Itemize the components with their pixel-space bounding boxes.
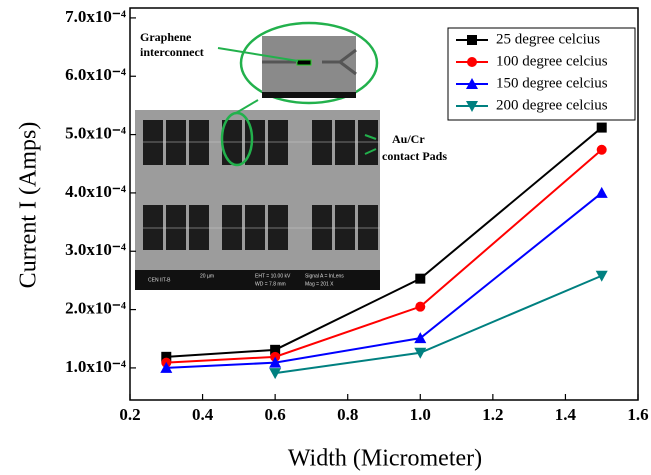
x-tick-label: 0.8 [337, 405, 358, 424]
sem-inset: CEN IIT-B 20 µm EHT = 10.00 kV WD = 7.8 … [135, 23, 380, 290]
zoom-image [262, 36, 356, 98]
annotation: interconnect [140, 45, 204, 59]
pad [312, 205, 332, 250]
sem-label: Signal A = InLens [305, 273, 344, 279]
pad [245, 205, 265, 250]
pad [143, 120, 163, 165]
marker [596, 271, 608, 282]
annotation: contact Pads [382, 149, 447, 163]
y-axis-label: Current I (Amps) [16, 122, 42, 289]
marker [596, 187, 608, 198]
y-tick-label: 3.0x10⁻⁴ [65, 240, 126, 259]
annotation: Au/Cr [392, 132, 425, 146]
x-tick-label: 1.6 [627, 405, 648, 424]
graphene-strip [297, 60, 311, 65]
x-tick-label: 1.2 [482, 405, 503, 424]
legend-marker [467, 35, 477, 45]
pad [222, 205, 242, 250]
x-tick-label: 1.4 [555, 405, 577, 424]
pad [166, 120, 186, 165]
pad [358, 120, 378, 165]
pad [166, 205, 186, 250]
y-tick-label: 4.0x10⁻⁴ [65, 182, 126, 201]
legend-label: 100 degree celcius [496, 53, 608, 69]
marker [597, 123, 607, 133]
x-tick-label: 1.0 [410, 405, 431, 424]
x-tick-label: 0.4 [192, 405, 214, 424]
sem-label: 20 µm [200, 273, 214, 279]
y-tick-label: 5.0x10⁻⁴ [65, 123, 126, 142]
marker [415, 302, 425, 312]
legend-label: 200 degree celcius [496, 97, 608, 113]
pad [312, 120, 332, 165]
pad [335, 205, 355, 250]
x-axis-label: Width (Micrometer) [288, 446, 482, 472]
pad [358, 205, 378, 250]
annotation: Graphene [140, 30, 192, 44]
y-tick-label: 1.0x10⁻⁴ [65, 357, 126, 376]
legend-marker [467, 57, 477, 67]
marker [597, 145, 607, 155]
sem-label: WD = 7.8 mm [255, 281, 286, 287]
pad [268, 120, 288, 165]
zoom-info-bar [262, 92, 356, 98]
y-tick-label: 2.0x10⁻⁴ [65, 298, 126, 317]
y-tick-label: 7.0x10⁻⁴ [65, 7, 126, 26]
pad [189, 205, 209, 250]
x-tick-label: 0.6 [265, 405, 286, 424]
sem-label: EHT = 10.00 kV [255, 273, 291, 279]
pad [268, 205, 288, 250]
marker [269, 368, 281, 379]
pad [143, 205, 163, 250]
pad [335, 120, 355, 165]
pad [189, 120, 209, 165]
x-tick-label: 0.2 [119, 405, 140, 424]
legend-label: 25 degree celcius [496, 31, 600, 47]
marker [415, 274, 425, 284]
legend-label: 150 degree celcius [496, 75, 608, 91]
sem-label: CEN IIT-B [148, 277, 171, 283]
sem-label: Mag = 201 X [305, 281, 334, 287]
y-tick-label: 6.0x10⁻⁴ [65, 65, 126, 84]
chart: CEN IIT-B 20 µm EHT = 10.00 kV WD = 7.8 … [0, 0, 651, 475]
